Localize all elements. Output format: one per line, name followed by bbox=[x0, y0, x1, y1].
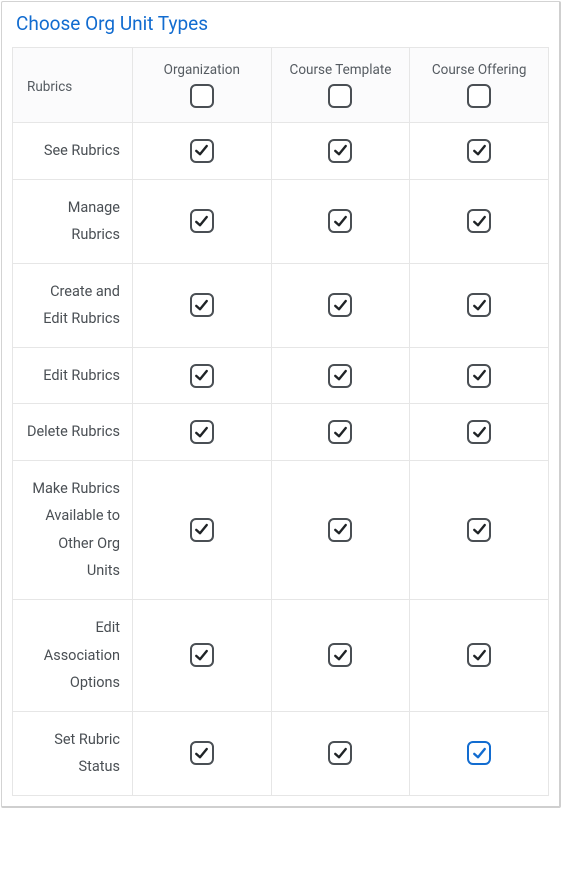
cell bbox=[410, 263, 549, 347]
checkbox-delete_rubrics-organization[interactable] bbox=[190, 420, 214, 444]
table-row: Delete Rubrics bbox=[13, 404, 549, 461]
cell bbox=[271, 179, 410, 263]
cell bbox=[133, 460, 272, 599]
checkbox-make_available-course_offering[interactable] bbox=[467, 518, 491, 542]
column-header-course_template: Course Template bbox=[271, 48, 410, 123]
checkbox-create_edit-course_template[interactable] bbox=[328, 293, 352, 317]
checkbox-manage_rubrics-organization[interactable] bbox=[190, 209, 214, 233]
cell bbox=[271, 347, 410, 404]
cell bbox=[410, 179, 549, 263]
checkbox-edit_rubrics-organization[interactable] bbox=[190, 364, 214, 388]
cell bbox=[410, 404, 549, 461]
table-row: Make Rubrics Available to Other Org Unit… bbox=[13, 460, 549, 599]
table-row: Manage Rubrics bbox=[13, 179, 549, 263]
column-header-organization: Organization bbox=[133, 48, 272, 123]
checkbox-manage_rubrics-course_offering[interactable] bbox=[467, 209, 491, 233]
cell bbox=[410, 711, 549, 795]
cell bbox=[133, 347, 272, 404]
permissions-table: Rubrics Organization Course Template Cours… bbox=[12, 47, 549, 796]
row-label-see_rubrics: See Rubrics bbox=[13, 123, 133, 180]
cell bbox=[133, 711, 272, 795]
cell bbox=[271, 123, 410, 180]
checkbox-set_status-organization[interactable] bbox=[190, 741, 214, 765]
org-unit-types-panel: Choose Org Unit Types Rubrics Organizati… bbox=[1, 1, 561, 808]
row-label-create_edit: Create and Edit Rubrics bbox=[13, 263, 133, 347]
checkbox-edit_assoc-course_template[interactable] bbox=[328, 643, 352, 667]
column-header-label: Course Offering bbox=[416, 62, 542, 78]
panel-title: Choose Org Unit Types bbox=[16, 12, 549, 35]
checkbox-selectall-course_offering[interactable] bbox=[467, 84, 491, 108]
cell bbox=[133, 600, 272, 712]
checkbox-delete_rubrics-course_template[interactable] bbox=[328, 420, 352, 444]
row-label-manage_rubrics: Manage Rubrics bbox=[13, 179, 133, 263]
cell bbox=[133, 404, 272, 461]
row-label-edit_rubrics: Edit Rubrics bbox=[13, 347, 133, 404]
checkbox-delete_rubrics-course_offering[interactable] bbox=[467, 420, 491, 444]
checkbox-see_rubrics-organization[interactable] bbox=[190, 139, 214, 163]
row-label-edit_assoc: Edit Association Options bbox=[13, 600, 133, 712]
table-row: Set Rubric Status bbox=[13, 711, 549, 795]
column-header-course_offering: Course Offering bbox=[410, 48, 549, 123]
cell bbox=[410, 347, 549, 404]
checkbox-selectall-organization[interactable] bbox=[190, 84, 214, 108]
checkbox-make_available-organization[interactable] bbox=[190, 518, 214, 542]
cell bbox=[271, 404, 410, 461]
row-label-set_status: Set Rubric Status bbox=[13, 711, 133, 795]
cell bbox=[410, 600, 549, 712]
row-header-label: Rubrics bbox=[13, 48, 133, 123]
checkbox-manage_rubrics-course_template[interactable] bbox=[328, 209, 352, 233]
cell bbox=[133, 179, 272, 263]
table-row: See Rubrics bbox=[13, 123, 549, 180]
checkbox-selectall-course_template[interactable] bbox=[328, 84, 352, 108]
checkbox-edit_rubrics-course_offering[interactable] bbox=[467, 364, 491, 388]
table-row: Edit Rubrics bbox=[13, 347, 549, 404]
table-row: Create and Edit Rubrics bbox=[13, 263, 549, 347]
checkbox-edit_assoc-organization[interactable] bbox=[190, 643, 214, 667]
cell bbox=[271, 460, 410, 599]
row-label-delete_rubrics: Delete Rubrics bbox=[13, 404, 133, 461]
checkbox-edit_assoc-course_offering[interactable] bbox=[467, 643, 491, 667]
checkbox-edit_rubrics-course_template[interactable] bbox=[328, 364, 352, 388]
cell bbox=[271, 263, 410, 347]
cell bbox=[410, 460, 549, 599]
cell bbox=[410, 123, 549, 180]
checkbox-create_edit-organization[interactable] bbox=[190, 293, 214, 317]
cell bbox=[271, 711, 410, 795]
checkbox-see_rubrics-course_template[interactable] bbox=[328, 139, 352, 163]
checkbox-create_edit-course_offering[interactable] bbox=[467, 293, 491, 317]
column-header-label: Course Template bbox=[278, 62, 404, 78]
checkbox-see_rubrics-course_offering[interactable] bbox=[467, 139, 491, 163]
cell bbox=[133, 263, 272, 347]
cell bbox=[133, 123, 272, 180]
table-row: Edit Association Options bbox=[13, 600, 549, 712]
checkbox-set_status-course_offering[interactable] bbox=[467, 741, 491, 765]
cell bbox=[271, 600, 410, 712]
column-header-label: Organization bbox=[139, 62, 265, 78]
checkbox-set_status-course_template[interactable] bbox=[328, 741, 352, 765]
row-label-make_available: Make Rubrics Available to Other Org Unit… bbox=[13, 460, 133, 599]
checkbox-make_available-course_template[interactable] bbox=[328, 518, 352, 542]
table-header-row: Rubrics Organization Course Template Cours… bbox=[13, 48, 549, 123]
